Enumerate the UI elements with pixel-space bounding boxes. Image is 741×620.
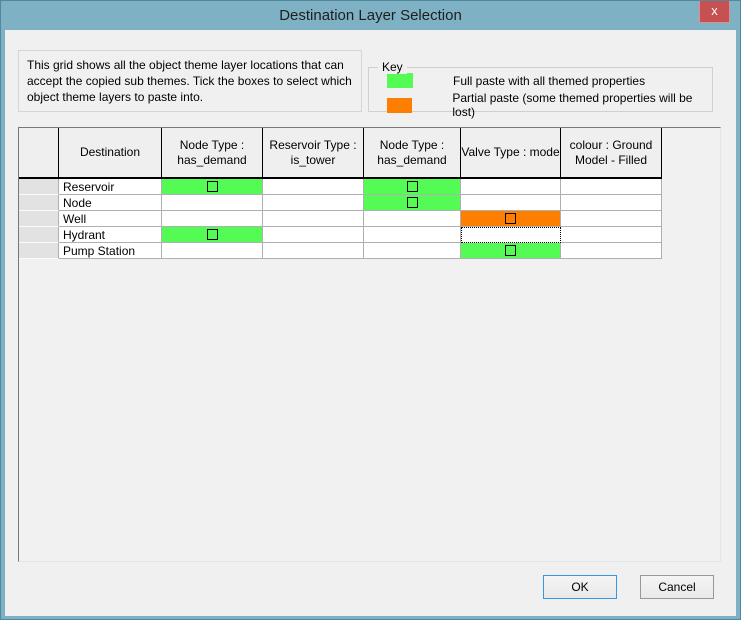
instructions-box: This grid shows all the object theme lay… [18,50,362,112]
grid-body: Reservoir Node Well Hydrant Pump Station [19,179,720,259]
destination-cell: Well [59,211,162,227]
grid-cell-empty [561,179,662,195]
grid-cell-empty [263,243,364,259]
grid-cell-full[interactable] [461,243,561,259]
grid-cell-empty [263,195,364,211]
key-groupbox-title: Key [378,60,407,74]
column-header: Node Type : has_demand [364,128,461,177]
column-header: Reservoir Type : is_tower [263,128,364,177]
grid-cell-empty [263,227,364,243]
destination-cell: Pump Station [59,243,162,259]
grid-cell-full[interactable] [364,195,461,211]
destination-grid: Destination Node Type : has_demand Reservo… [18,127,721,562]
grid-cell-empty [162,211,263,227]
corner-header-cell [19,128,59,177]
key-legend: Full paste with all themed properties Par… [387,73,712,119]
destination-cell: Reservoir [59,179,162,195]
dialog-body: This grid shows all the object theme lay… [5,30,736,616]
column-header: Destination [59,128,162,177]
grid-cell-empty [263,211,364,227]
title-bar: Destination Layer Selection x [5,1,736,30]
close-icon: x [711,3,718,18]
grid-header-row: Destination Node Type : has_demand Reservo… [19,128,662,179]
grid-cell-empty [263,179,364,195]
paste-checkbox[interactable] [406,181,418,192]
ok-button-label: OK [571,580,589,594]
key-item-full: Full paste with all themed properties [387,73,712,88]
table-row: Pump Station [19,243,662,259]
destination-cell: Hydrant [59,227,162,243]
grid-cell-empty [162,243,263,259]
close-button[interactable]: x [699,1,730,23]
row-selector[interactable] [19,227,59,243]
grid-cell-full[interactable] [162,179,263,195]
dialog-title: Destination Layer Selection [279,7,462,24]
cancel-button-label: Cancel [658,580,696,594]
instructions-text: This grid shows all the object theme lay… [27,58,352,105]
grid-cell-empty [364,243,461,259]
grid-cell-full[interactable] [162,227,263,243]
destination-cell: Node [59,195,162,211]
grid-cell-empty [561,243,662,259]
table-row: Hydrant [19,227,662,243]
grid-cell-empty [561,211,662,227]
paste-checkbox[interactable] [505,213,516,224]
key-item-label: Partial paste (some themed properties wi… [452,91,693,119]
grid-cell-empty [461,179,561,195]
grid-cell-empty [561,227,662,243]
table-row: Well [19,211,662,227]
partial-paste-swatch [387,97,413,113]
row-selector[interactable] [19,179,59,195]
column-header: colour : Ground Model - Filled [561,128,662,177]
paste-checkbox[interactable] [406,197,418,208]
paste-checkbox[interactable] [206,181,218,192]
row-selector[interactable] [19,243,59,259]
grid-cell-empty [461,195,561,211]
key-groupbox: Key Full paste with all themed propertie… [368,60,713,119]
paste-checkbox[interactable] [206,229,218,240]
column-header: Node Type : has_demand [162,128,263,177]
full-paste-swatch [387,73,413,88]
grid-cell-focused[interactable] [461,227,561,243]
grid-cell-empty [364,211,461,227]
key-item-label: Full paste with all themed properties [453,73,646,88]
grid-cell-empty [162,195,263,211]
table-row: Node [19,195,662,211]
column-header: Valve Type : mode [461,128,561,177]
cancel-button[interactable]: Cancel [640,575,714,599]
grid-cell-partial[interactable] [461,211,561,227]
table-row: Reservoir [19,179,662,195]
row-selector[interactable] [19,211,59,227]
paste-checkbox[interactable] [505,245,516,256]
grid-cell-full[interactable] [364,179,461,195]
grid-cell-empty [561,195,662,211]
row-selector[interactable] [19,195,59,211]
ok-button[interactable]: OK [543,575,617,599]
key-item-partial: Partial paste (some themed properties wi… [387,91,712,119]
grid-cell-empty [364,227,461,243]
